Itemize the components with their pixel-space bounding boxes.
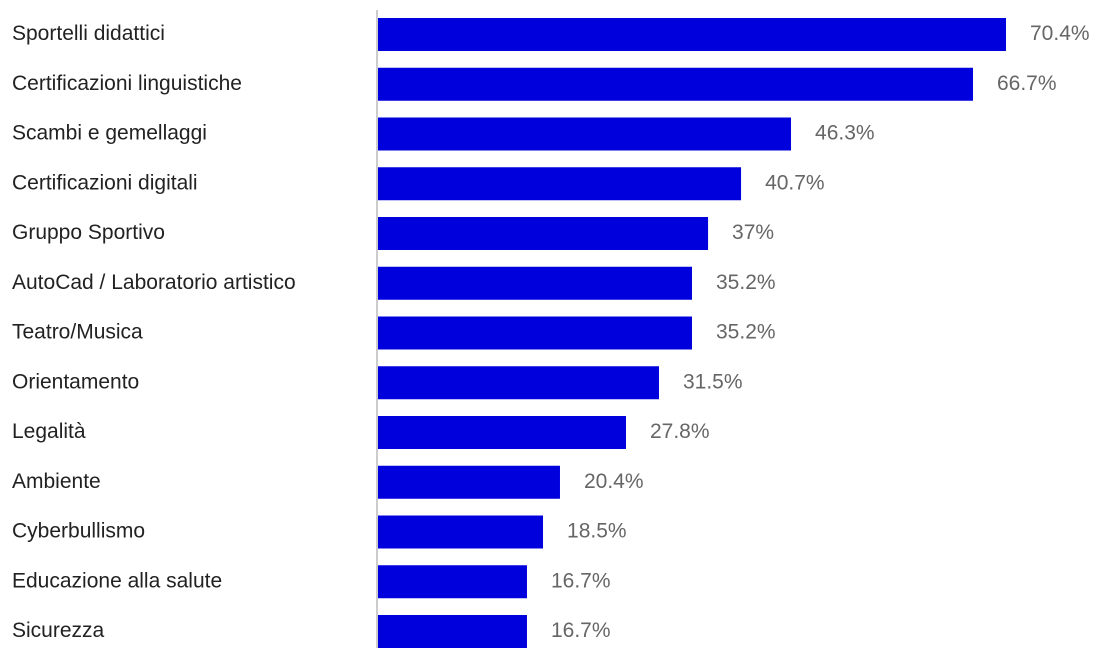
value-label: 37% <box>732 221 774 244</box>
value-label: 16.7% <box>551 569 611 592</box>
value-label: 18.5% <box>567 520 627 543</box>
category-labels: Sportelli didattici Certificazioni lingui… <box>12 22 296 642</box>
bar <box>378 266 692 300</box>
bar <box>378 18 1006 51</box>
category-label: Sportelli didattici <box>12 22 165 45</box>
value-label: 27.8% <box>650 420 710 443</box>
category-label: Cyberbullismo <box>12 520 145 543</box>
bar <box>378 167 742 201</box>
category-label: Orientamento <box>12 370 139 393</box>
bar <box>378 515 544 549</box>
value-label: 20.4% <box>584 470 644 493</box>
bar <box>378 465 560 499</box>
bar <box>378 416 626 449</box>
category-label: Legalità <box>12 420 86 443</box>
category-label: Sicurezza <box>12 619 105 642</box>
category-label: Scambi e gemellaggi <box>12 122 207 145</box>
value-label: 31.5% <box>683 370 743 393</box>
value-label: 46.3% <box>815 122 875 145</box>
value-labels: 70.4% 66.7% 46.3% 40.7% 37% 35.2% 35.2% 31.5% 27… <box>551 22 1090 642</box>
category-label: Certificazioni digitali <box>12 171 198 194</box>
bar <box>378 316 692 350</box>
category-label: AutoCad / Laboratorio artistico <box>12 271 296 294</box>
category-label: Ambiente <box>12 470 101 493</box>
bar <box>378 67 973 101</box>
bar <box>378 615 527 648</box>
value-label: 35.2% <box>716 271 776 294</box>
category-label: Teatro/Musica <box>12 321 143 344</box>
value-label: 16.7% <box>551 619 611 642</box>
value-label: 70.4% <box>1030 22 1090 45</box>
category-label: Gruppo Sportivo <box>12 221 165 244</box>
bar <box>378 366 659 400</box>
value-label: 66.7% <box>997 72 1057 95</box>
value-label: 40.7% <box>765 171 825 194</box>
value-label: 35.2% <box>716 321 776 344</box>
bars <box>378 18 1006 648</box>
bar <box>378 565 527 599</box>
category-label: Certificazioni linguistiche <box>12 72 242 95</box>
category-label: Educazione alla salute <box>12 569 222 592</box>
bar <box>378 117 792 151</box>
bar <box>378 217 709 250</box>
